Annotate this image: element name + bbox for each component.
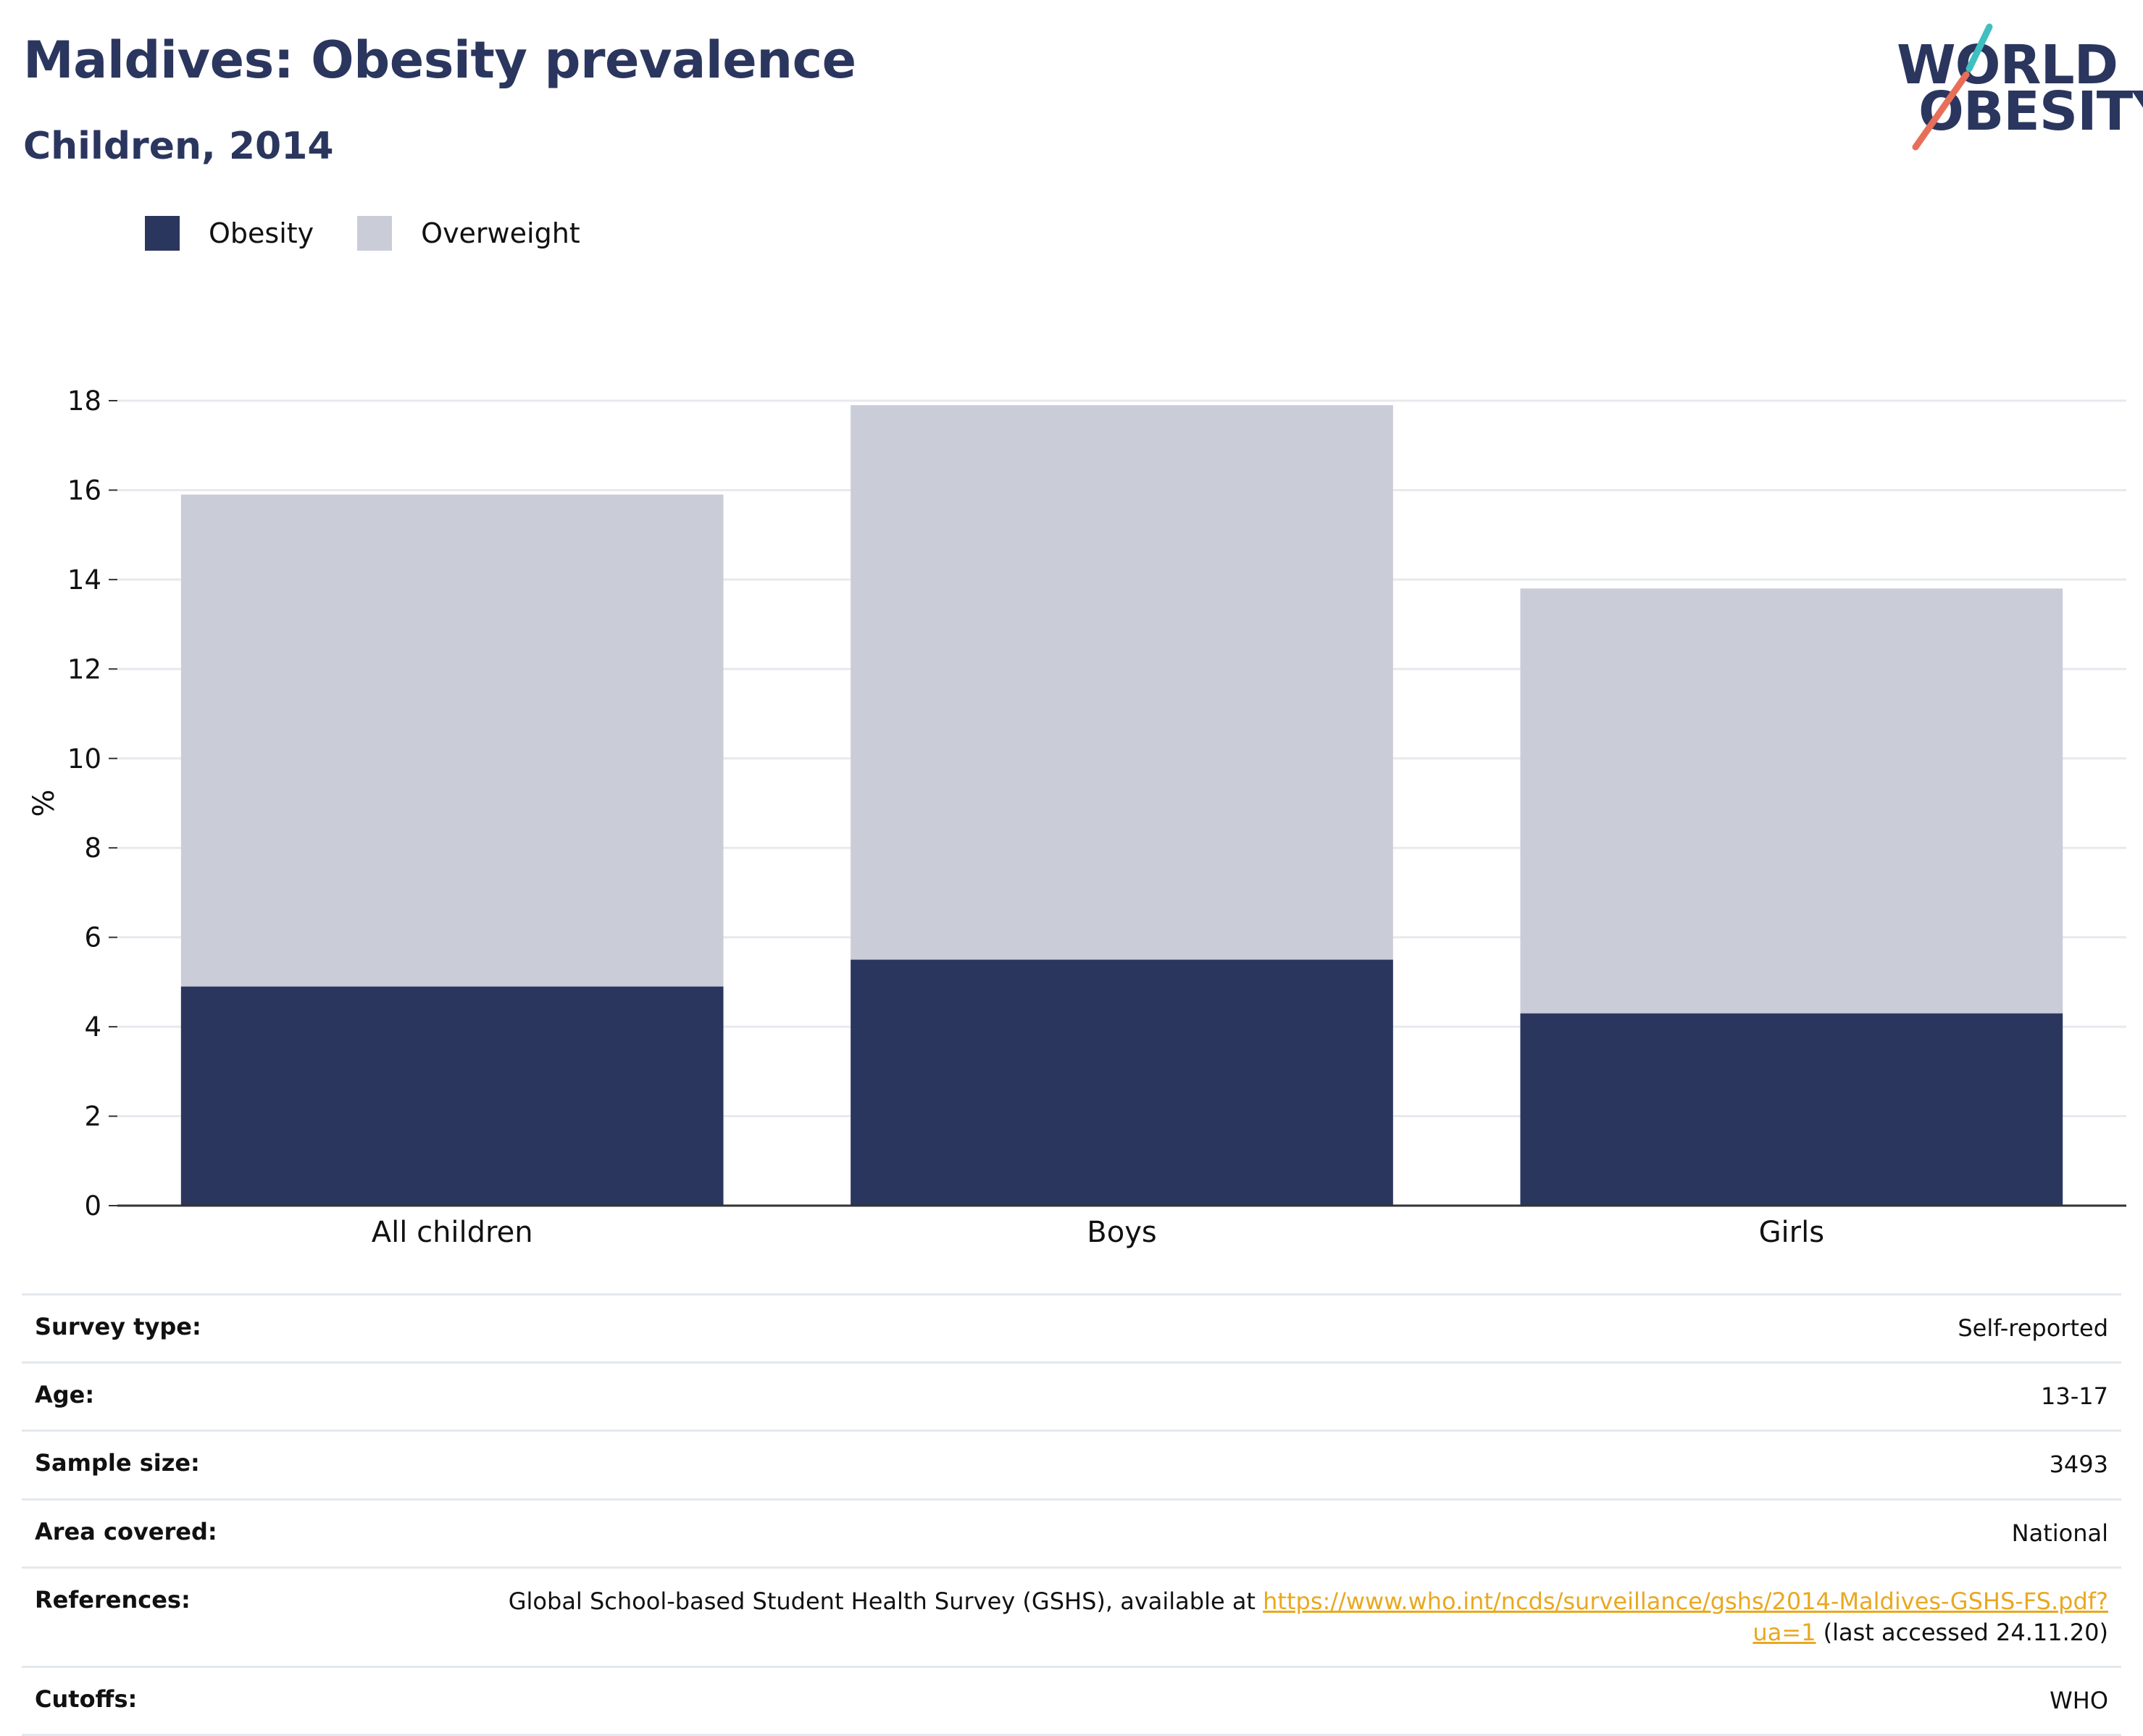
y-tick-label: 4: [84, 1011, 101, 1043]
y-tick-label: 10: [67, 743, 101, 775]
bar-overweight-all-children: [180, 494, 724, 987]
meta-label: Age:: [35, 1381, 95, 1409]
y-tick-label: 0: [84, 1190, 101, 1222]
meta-row-sample-size: Sample size: 3493: [22, 1430, 2121, 1499]
legend-item-obesity[interactable]: Obesity: [145, 216, 314, 251]
y-tick-label: 14: [67, 564, 101, 596]
meta-value: Self-reported: [1958, 1314, 2108, 1342]
chart-title: Maldives: Obesity prevalence: [23, 30, 856, 90]
y-tick-label: 12: [67, 654, 101, 685]
meta-row-survey-type: Survey type: Self-reported: [22, 1294, 2121, 1363]
legend-label-overweight: Overweight: [421, 217, 580, 249]
chart-legend: Obesity Overweight: [145, 216, 624, 251]
meta-label: Sample size:: [35, 1449, 200, 1477]
meta-value: WHO: [2050, 1687, 2108, 1715]
y-tick-label: 16: [67, 475, 101, 506]
meta-label: Cutoffs:: [35, 1685, 138, 1714]
meta-row-age: Age: 13-17: [22, 1362, 2121, 1431]
meta-row-cutoffs: Cutoffs: WHO: [22, 1666, 2121, 1735]
meta-label: Area covered:: [35, 1517, 217, 1545]
y-axis-label: %: [28, 789, 61, 817]
y-tick-label: 6: [84, 922, 101, 953]
logo-slash-icon: [1912, 23, 1993, 151]
meta-value: National: [2011, 1519, 2108, 1547]
y-tick-label: 8: [84, 832, 101, 864]
legend-swatch-overweight: [357, 216, 393, 251]
logo-word-world: WORLD: [1897, 34, 2118, 96]
bar-obesity-boys: [851, 959, 1393, 1206]
bar-overweight-girls: [1520, 588, 2063, 1014]
reference-text: Global School-based Student Health Surve…: [508, 1587, 1263, 1615]
world-obesity-logo: WORLD OBESITY: [1884, 18, 2143, 156]
y-tick-label: 18: [67, 385, 101, 417]
x-tick-label: All children: [372, 1216, 533, 1249]
reference-accessed-note: (last accessed 24.11.20): [1816, 1618, 2108, 1646]
bar-obesity-girls: [1520, 1013, 2063, 1206]
legend-label-obesity: Obesity: [209, 217, 314, 249]
x-tick-label: Girls: [1759, 1216, 1825, 1249]
meta-value-references: Global School-based Student Health Surve…: [483, 1567, 2121, 1666]
meta-label: Survey type:: [35, 1313, 201, 1340]
meta-label: References:: [35, 1585, 191, 1614]
bar-obesity-all-children: [180, 986, 724, 1206]
meta-value: 3493: [2049, 1451, 2108, 1479]
y-tick-label: 2: [84, 1101, 101, 1132]
reference-link[interactable]: https://www.who.int/ncds/surveillance/gs…: [1263, 1587, 2108, 1646]
legend-swatch-obesity: [145, 216, 180, 251]
legend-item-overweight[interactable]: Overweight: [357, 216, 580, 251]
chart-subtitle: Children, 2014: [23, 125, 334, 168]
meta-value: 13-17: [2041, 1382, 2108, 1411]
x-tick-label: Boys: [1087, 1216, 1156, 1249]
bar-overweight-boys: [851, 405, 1393, 960]
meta-row-references: References: Global School-based Student …: [22, 1567, 2121, 1666]
survey-metadata-table: Survey type: Self-reported Age: 13-17 Sa…: [22, 1293, 2121, 1736]
stacked-bar-chart: 0 2 4 6 8 10 12 14 16 18% All children Boys Girls: [28, 385, 2126, 1249]
meta-row-area-covered: Area covered: National: [22, 1499, 2121, 1567]
